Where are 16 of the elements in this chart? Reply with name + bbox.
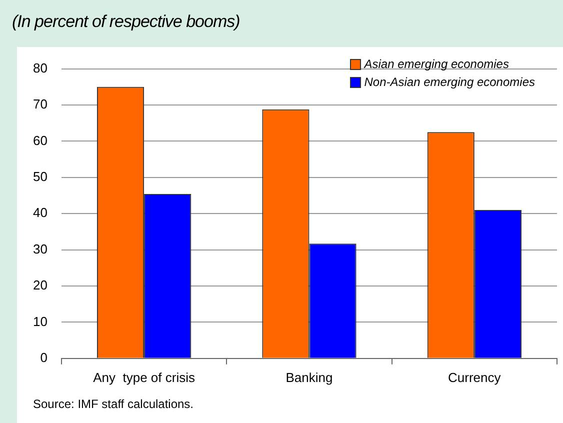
- source-note: Source: IMF staff calculations.: [33, 397, 194, 411]
- x-tick-label: Any type of crisis: [93, 370, 196, 385]
- y-tick-label: 80: [32, 60, 48, 76]
- x-tick-label: Banking: [286, 370, 333, 385]
- y-tick-label: 30: [32, 241, 48, 256]
- chart-title: (In percent of respective booms): [12, 12, 240, 32]
- y-tick-label: 60: [32, 132, 48, 148]
- y-tick-label: 70: [32, 96, 48, 112]
- y-tick-label: 40: [32, 205, 48, 220]
- y-tick-label: 20: [32, 278, 48, 293]
- y-tick-label: 50: [32, 168, 48, 184]
- y-tick-label: 0: [40, 350, 48, 365]
- y-tick-label: 10: [32, 314, 48, 329]
- legend-label: Asian emerging economies: [364, 57, 509, 71]
- x-tick-label: Currency: [448, 370, 502, 385]
- legend-label: Non-Asian emerging economies: [364, 75, 535, 89]
